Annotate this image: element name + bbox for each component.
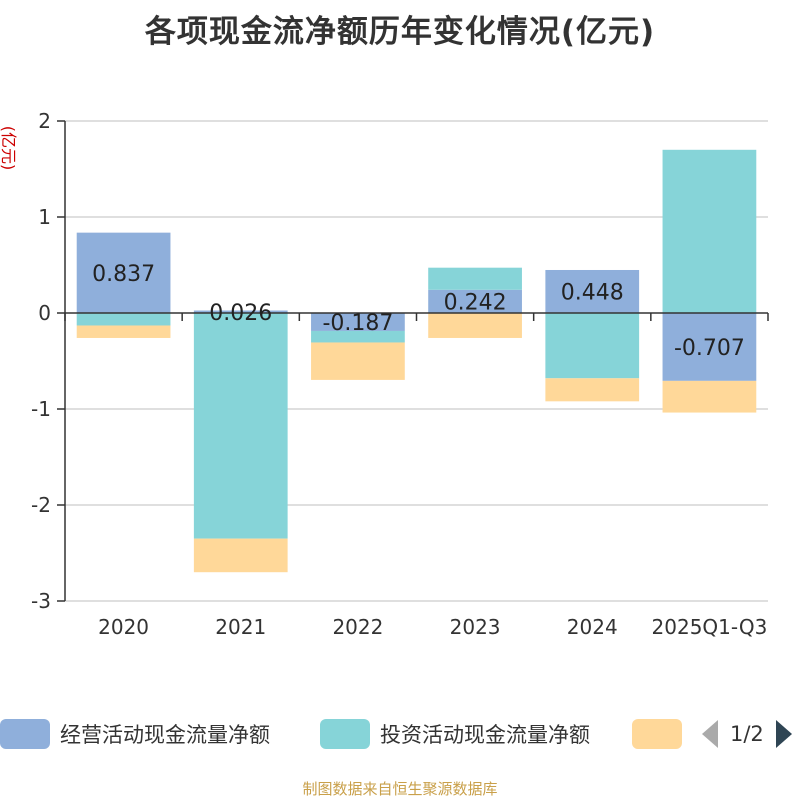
data-label-2020: 0.837 bbox=[92, 262, 155, 287]
bar-s1-2020[interactable] bbox=[76, 313, 171, 326]
data-label-2022: -0.187 bbox=[322, 311, 393, 336]
x-tick-label-2022: 2022 bbox=[332, 615, 383, 639]
bar-s0-2025Q1-Q3[interactable] bbox=[662, 313, 757, 381]
x-tick-label-2020: 2020 bbox=[98, 615, 149, 639]
bar-s0-2022[interactable] bbox=[311, 313, 405, 331]
legend-item-investing[interactable]: 投资活动现金流量净额 bbox=[320, 716, 590, 752]
bar-s2-2020[interactable] bbox=[76, 325, 171, 338]
bar-s1-2023[interactable] bbox=[428, 267, 522, 290]
bar-s1-2024[interactable] bbox=[545, 313, 640, 379]
data-label-2025Q1-Q3: -0.707 bbox=[674, 336, 745, 361]
bar-s2-2025Q1-Q3[interactable] bbox=[662, 380, 757, 413]
y-tick-label-1: 1 bbox=[38, 205, 51, 229]
y-axis-label: (亿元) bbox=[0, 126, 18, 171]
bar-s0-2020[interactable] bbox=[76, 232, 171, 313]
data-label-2023: 0.242 bbox=[444, 290, 507, 315]
legend-label-investing: 投资活动现金流量净额 bbox=[380, 723, 590, 747]
bar-s2-2022[interactable] bbox=[311, 342, 405, 380]
data-label-2024: 0.448 bbox=[561, 280, 624, 305]
bar-s2-2024[interactable] bbox=[545, 378, 640, 402]
legend-label-operating: 经营活动现金流量净额 bbox=[60, 723, 270, 747]
x-tick-label-2021: 2021 bbox=[215, 615, 266, 639]
legend: 经营活动现金流量净额 投资活动现金流量净额 1/2 bbox=[0, 716, 800, 756]
x-tick-label-2025Q1-Q3: 2025Q1-Q3 bbox=[652, 615, 768, 639]
chart-title: 各项现金流净额历年变化情况(亿元) bbox=[144, 14, 656, 50]
legend-item-operating[interactable]: 经营活动现金流量净额 bbox=[0, 716, 270, 752]
legend-swatch-operating bbox=[0, 719, 50, 749]
y-tick-label-2: 0 bbox=[38, 301, 51, 325]
y-tick-label-4: -2 bbox=[31, 493, 51, 517]
legend-pager: 1/2 bbox=[702, 718, 792, 750]
legend-swatch-investing bbox=[320, 719, 370, 749]
legend-item-financing[interactable] bbox=[632, 716, 692, 752]
bar-s0-2023[interactable] bbox=[428, 289, 522, 313]
y-tick-label-3: -1 bbox=[31, 397, 51, 421]
legend-next-arrow-icon[interactable] bbox=[775, 720, 792, 748]
bar-s2-2021[interactable] bbox=[193, 538, 288, 573]
bar-s1-2021[interactable] bbox=[193, 313, 288, 539]
y-tick-label-5: -3 bbox=[31, 589, 51, 613]
y-tick-label-0: 2 bbox=[38, 109, 51, 133]
source-note: 制图数据来自恒生聚源数据库 bbox=[302, 780, 498, 798]
bar-s0-2024[interactable] bbox=[545, 269, 640, 313]
legend-prev-arrow-icon[interactable] bbox=[702, 720, 718, 748]
bar-s0-2021[interactable] bbox=[193, 310, 288, 313]
legend-page-indicator: 1/2 bbox=[730, 722, 764, 746]
bar-s1-2025Q1-Q3[interactable] bbox=[662, 149, 757, 313]
bar-s1-2022[interactable] bbox=[311, 330, 405, 343]
x-tick-label-2024: 2024 bbox=[567, 615, 618, 639]
legend-swatch-financing bbox=[632, 719, 682, 749]
bar-s2-2023[interactable] bbox=[428, 313, 522, 338]
x-tick-label-2023: 2023 bbox=[450, 615, 501, 639]
data-label-2021: 0.026 bbox=[209, 301, 272, 326]
